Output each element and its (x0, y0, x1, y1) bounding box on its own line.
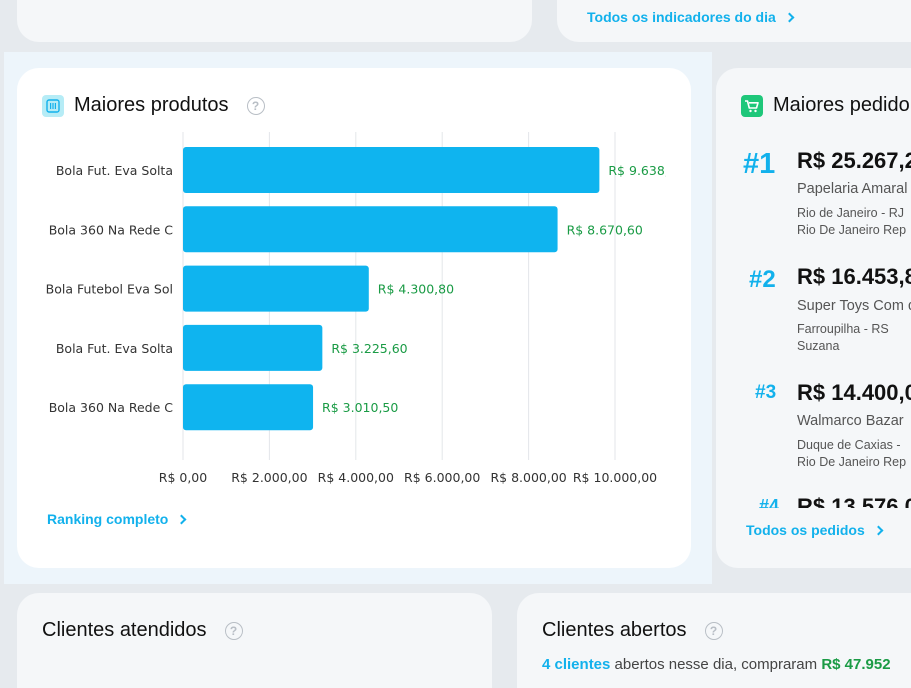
orders-title: Maiores pedido (741, 94, 910, 117)
order-city-2: Rio De Janeiro Rep (797, 223, 907, 237)
x-tick-label: R$ 2.000,00 (231, 470, 307, 485)
clients-count: 4 clientes (542, 656, 611, 673)
all-orders-label: Todos os pedidos (746, 522, 865, 538)
order-client: Papelaria Amaral (797, 181, 908, 197)
order-city: Rio de Janeiro - RJ (797, 206, 904, 220)
top-right-card: Todos os indicadores do dia (557, 0, 911, 42)
help-icon[interactable]: ? (704, 621, 723, 640)
clients-open-title: Clientes abertos ? (542, 619, 723, 642)
cart-icon (741, 94, 763, 117)
order-client: Walmarco Bazar (797, 413, 904, 429)
order-amount: R$ 13.576,0 (797, 496, 911, 508)
order-rank: #2 (749, 266, 776, 293)
order-amount: R$ 16.453,8 (797, 264, 911, 289)
order-city-2: Suzana (797, 339, 840, 353)
y-category-label: Bola Fut. Eva Solta (56, 163, 173, 178)
orders-title-text: Maiores pedido (773, 94, 910, 116)
y-category-label: Bola 360 Na Rede C (49, 400, 174, 415)
clients-open-amount: R$ 47.952 (821, 656, 891, 673)
y-category-label: Bola 360 Na Rede C (49, 222, 174, 237)
clients-open-summary: 4 clientes abertos nesse dia, compraram … (542, 656, 891, 673)
bar-value-label: R$ 8.670,60 (567, 222, 643, 237)
chevron-right-icon (873, 525, 884, 535)
products-bar-chart: Bola Fut. Eva Solta Bola 360 Na Rede C Bol… (46, 132, 666, 485)
y-category-label: Bola Fut. Eva Solta (56, 341, 173, 356)
clients-open-title-text: Clientes abertos (542, 619, 687, 641)
bar (183, 147, 600, 193)
bar-value-label: R$ 3.010,50 (322, 400, 398, 415)
x-tick-label: R$ 0,00 (159, 470, 207, 485)
bar (183, 384, 314, 431)
all-indicators-label: Todos os indicadores do dia (587, 9, 776, 25)
help-icon[interactable]: ? (224, 621, 243, 640)
all-orders-link[interactable]: Todos os pedidos (746, 522, 884, 538)
chevron-right-icon (784, 12, 795, 22)
clients-open-text: abertos nesse dia, compraram (614, 656, 818, 673)
bar (183, 206, 558, 253)
ranking-link-label: Ranking completo (47, 511, 169, 527)
bar-value-label: R$ 9.638,4 (608, 163, 666, 178)
clients-served-title: Clientes atendidos ? (42, 619, 243, 642)
x-tick-label: R$ 10.000,00 (573, 470, 657, 485)
order-rank: #1 (743, 148, 776, 180)
top-left-card (17, 0, 532, 42)
products-title-text: Maiores produtos (74, 94, 229, 116)
bar (183, 324, 323, 371)
help-icon[interactable]: ? (246, 96, 265, 115)
products-title: Maiores produtos ? (42, 94, 265, 117)
order-city: Duque de Caxias - (797, 438, 901, 452)
order-rank: #4 (759, 496, 780, 508)
order-city: Farroupilha - RS (797, 322, 889, 336)
order-city-2: Rio De Janeiro Rep (797, 455, 907, 469)
order-amount: R$ 14.400,0 (797, 380, 911, 405)
clients-served-title-text: Clientes atendidos (42, 619, 207, 641)
order-client: Super Toys Com d (797, 298, 911, 314)
x-tick-label: R$ 4.000,00 (318, 470, 394, 485)
bar-value-label: R$ 3.225,60 (331, 341, 407, 356)
order-item-4[interactable]: #4 R$ 13.576,0 (716, 496, 911, 508)
chevron-right-icon (176, 514, 187, 524)
clients-open-card: Clientes abertos ? 4 clientes abertos ne… (517, 593, 911, 688)
ranking-link[interactable]: Ranking completo (47, 511, 187, 527)
x-tick-label: R$ 8.000,00 (490, 470, 566, 485)
order-rank: #3 (755, 382, 777, 403)
order-amount: R$ 25.267,2 (797, 148, 911, 173)
clients-served-card: Clientes atendidos ? (17, 593, 492, 688)
barcode-icon (42, 94, 64, 117)
all-indicators-link[interactable]: Todos os indicadores do dia (587, 9, 795, 25)
y-category-label: Bola Futebol Eva Sol (46, 282, 173, 297)
orders-card: Maiores pedido #1 R$ 25.267,2 Papelaria … (716, 68, 911, 568)
bar-value-label: R$ 4.300,80 (378, 282, 454, 297)
bar (183, 265, 369, 312)
x-tick-label: R$ 6.000,00 (404, 470, 480, 485)
